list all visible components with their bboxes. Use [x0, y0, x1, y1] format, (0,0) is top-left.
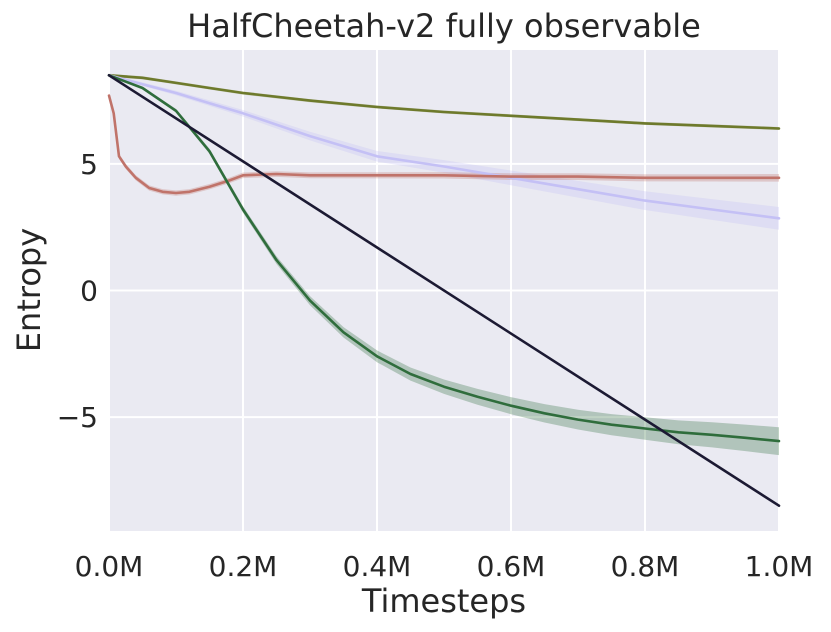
x-tick-label: 0.6M [477, 550, 546, 583]
x-axis-label: Timesteps [361, 582, 526, 620]
series-line-navy [107, 74, 781, 508]
series-lines [107, 74, 781, 508]
x-tick-label: 0.0M [75, 550, 144, 583]
series-line-salmon [107, 94, 781, 195]
series-line-green [107, 74, 781, 443]
y-tick-label: −5 [57, 401, 98, 434]
band-lavender [109, 74, 779, 230]
y-axis-label: Entropy [10, 228, 48, 352]
y-tick-labels: −5 0 5 [57, 148, 98, 434]
x-tick-label: 1.0M [745, 550, 814, 583]
grid [108, 50, 780, 531]
series-line-lavender [107, 74, 781, 220]
y-tick-label: 0 [80, 275, 98, 308]
chart-title: HalfCheetah-v2 fully observable [187, 7, 701, 45]
x-tick-labels: 0.0M 0.2M 0.4M 0.6M 0.8M 1.0M [75, 550, 814, 583]
x-tick-label: 0.2M [209, 550, 278, 583]
y-tick-label: 5 [80, 148, 98, 181]
series-line-olive [107, 74, 781, 130]
x-tick-label: 0.4M [343, 550, 412, 583]
x-tick-label: 0.8M [611, 550, 680, 583]
